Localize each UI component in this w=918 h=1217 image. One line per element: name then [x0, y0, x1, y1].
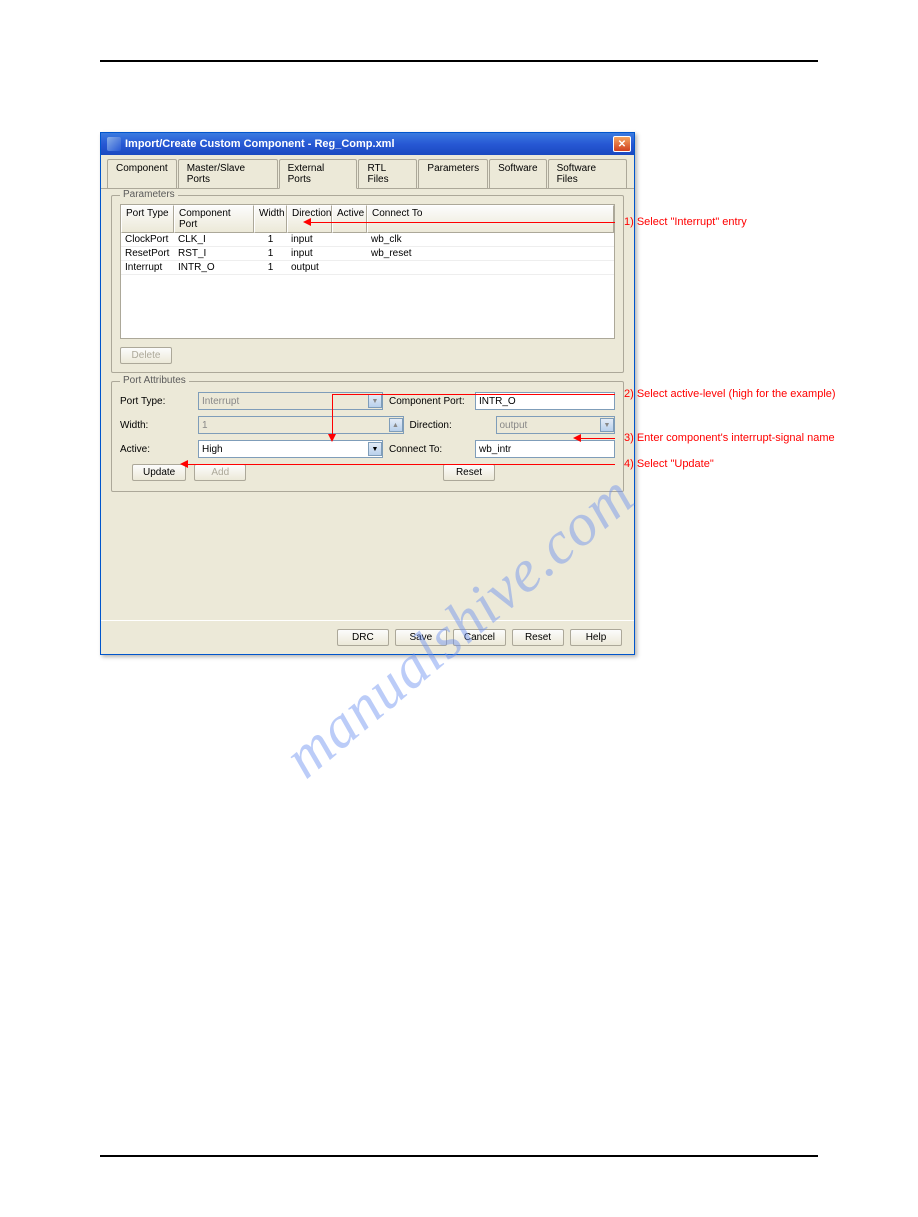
titlebar: Import/Create Custom Component - Reg_Com… [101, 133, 634, 155]
tab-master-slave-ports[interactable]: Master/Slave Ports [178, 159, 278, 188]
annotation-4: 4) Select "Update" [624, 458, 714, 470]
reset-button[interactable]: Reset [512, 629, 564, 646]
ports-table-header: Port Type Component Port Width Direction… [121, 205, 614, 233]
th-connect-to[interactable]: Connect To [367, 205, 614, 233]
reset-attr-button[interactable]: Reset [443, 464, 495, 481]
th-component-port[interactable]: Component Port [174, 205, 254, 233]
tab-software-files[interactable]: Software Files [548, 159, 627, 188]
table-row[interactable]: ClockPort CLK_I 1 input wb_clk [121, 233, 614, 247]
active-label: Active: [120, 444, 192, 455]
chevron-down-icon: ▼ [368, 442, 382, 456]
window-title: Import/Create Custom Component - Reg_Com… [125, 138, 613, 150]
annotation-3: 3) Enter component's interrupt-signal na… [624, 432, 835, 444]
update-button[interactable]: Update [132, 464, 186, 481]
page-top-rule [100, 60, 818, 62]
spinner-icon: ▲ [389, 418, 403, 432]
port-attributes-legend: Port Attributes [120, 375, 189, 386]
annotation-2: 2) Select active-level (high for the exa… [624, 388, 836, 400]
cancel-button[interactable]: Cancel [453, 629, 506, 646]
dialog-button-bar: DRC Save Cancel Reset Help [101, 620, 634, 654]
annotation-line [332, 394, 333, 438]
annotation-line [186, 464, 615, 465]
tab-external-ports[interactable]: External Ports [279, 159, 358, 189]
table-row[interactable]: ResetPort RST_I 1 input wb_reset [121, 247, 614, 261]
arrow-head-icon [303, 218, 311, 226]
port-attributes-fieldset: Port Attributes Port Type: Interrupt ▼ C… [111, 381, 624, 492]
connect-to-label: Connect To: [389, 444, 469, 455]
chevron-down-icon: ▼ [600, 418, 614, 432]
arrow-head-icon [328, 434, 336, 442]
width-input[interactable]: 1 ▲ [198, 416, 404, 434]
save-button[interactable]: Save [395, 629, 447, 646]
parameters-legend: Parameters [120, 189, 178, 200]
tab-bar: Component Master/Slave Ports External Po… [101, 155, 634, 189]
active-select[interactable]: High ▼ [198, 440, 383, 458]
th-port-type[interactable]: Port Type [121, 205, 174, 233]
arrow-head-icon [180, 460, 188, 468]
th-active[interactable]: Active [332, 205, 367, 233]
table-row[interactable]: Interrupt INTR_O 1 output [121, 261, 614, 275]
add-button[interactable]: Add [194, 464, 246, 481]
th-width[interactable]: Width [254, 205, 287, 233]
tab-software[interactable]: Software [489, 159, 546, 188]
drc-button[interactable]: DRC [337, 629, 389, 646]
chevron-down-icon: ▼ [368, 394, 382, 408]
ports-table: Port Type Component Port Width Direction… [120, 204, 615, 339]
direction-label: Direction: [410, 420, 490, 431]
delete-button[interactable]: Delete [120, 347, 172, 364]
direction-select[interactable]: output ▼ [496, 416, 616, 434]
component-port-label: Component Port: [389, 396, 469, 407]
annotation-line [310, 222, 615, 223]
annotation-1: 1) Select "Interrupt" entry [624, 216, 747, 228]
port-type-label: Port Type: [120, 396, 192, 407]
tab-rtl-files[interactable]: RTL Files [358, 159, 417, 188]
help-button[interactable]: Help [570, 629, 622, 646]
arrow-head-icon [573, 434, 581, 442]
tab-parameters[interactable]: Parameters [418, 159, 488, 188]
tab-component[interactable]: Component [107, 159, 177, 188]
connect-to-input[interactable] [475, 440, 615, 458]
annotation-line [332, 394, 615, 395]
annotation-line [580, 438, 615, 439]
app-icon [107, 137, 121, 151]
page-bottom-rule [100, 1155, 818, 1157]
close-button[interactable]: ✕ [613, 136, 631, 152]
width-label: Width: [120, 420, 192, 431]
